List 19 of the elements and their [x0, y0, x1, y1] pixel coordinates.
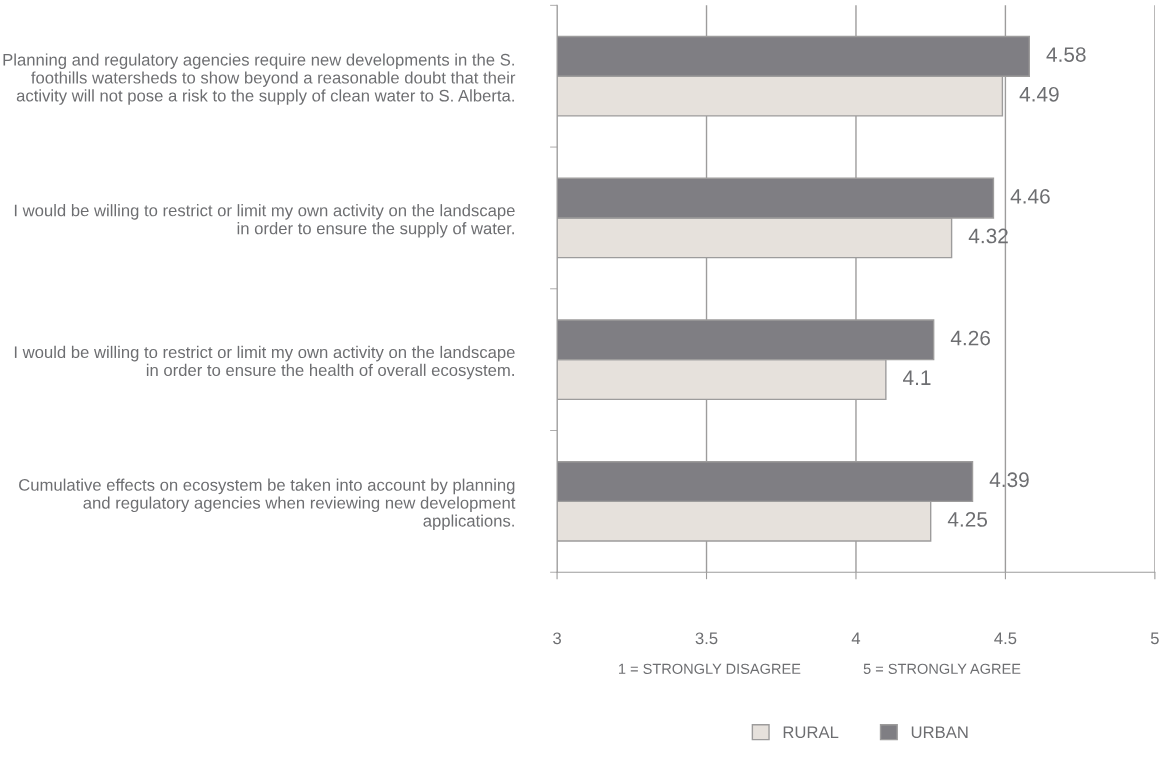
data-label: 4.26	[950, 330, 990, 346]
legend-label: RURAL	[783, 726, 839, 739]
x-tick-label: 4	[851, 632, 861, 645]
legend-label: URBAN	[911, 726, 968, 739]
text: 1 = STRONGLY DISAGREE	[619, 663, 801, 674]
x-tick-label: 5	[1150, 632, 1159, 645]
data-label: 4.25	[947, 512, 988, 527]
data-label: 4.46	[1010, 188, 1050, 204]
x-tick-label: 4.5	[994, 632, 1017, 645]
y-tick-label: I would be willing to restrict or limit my own activity on the landscape in order to ensure the health of overall ecosystem.	[14, 345, 515, 380]
y-tick-label: Cumulative effects on ecosystem be taken into account by planning and regulatory agencies when reviewing new development applications.	[19, 478, 516, 531]
data-label: 4.49	[1019, 86, 1059, 102]
x-tick-label: 3.5	[695, 632, 718, 645]
data-label: 4.58	[1046, 47, 1086, 62]
data-label: 4.1	[903, 370, 931, 385]
text: 5 = STRONGLY AGREE	[863, 663, 1021, 674]
x-tick-label: 3	[553, 632, 561, 645]
y-tick-label: I would be willing to restrict or limit my own activity on the landscape in order to ensure the supply of water.	[14, 204, 515, 238]
y-tick-label: Planning and regulatory agencies require new developments in the S. foothills watersheds to show beyond a reasonable doubt that their activity will not pose a risk to the supply of clean water to S. Alberta.	[3, 53, 516, 105]
